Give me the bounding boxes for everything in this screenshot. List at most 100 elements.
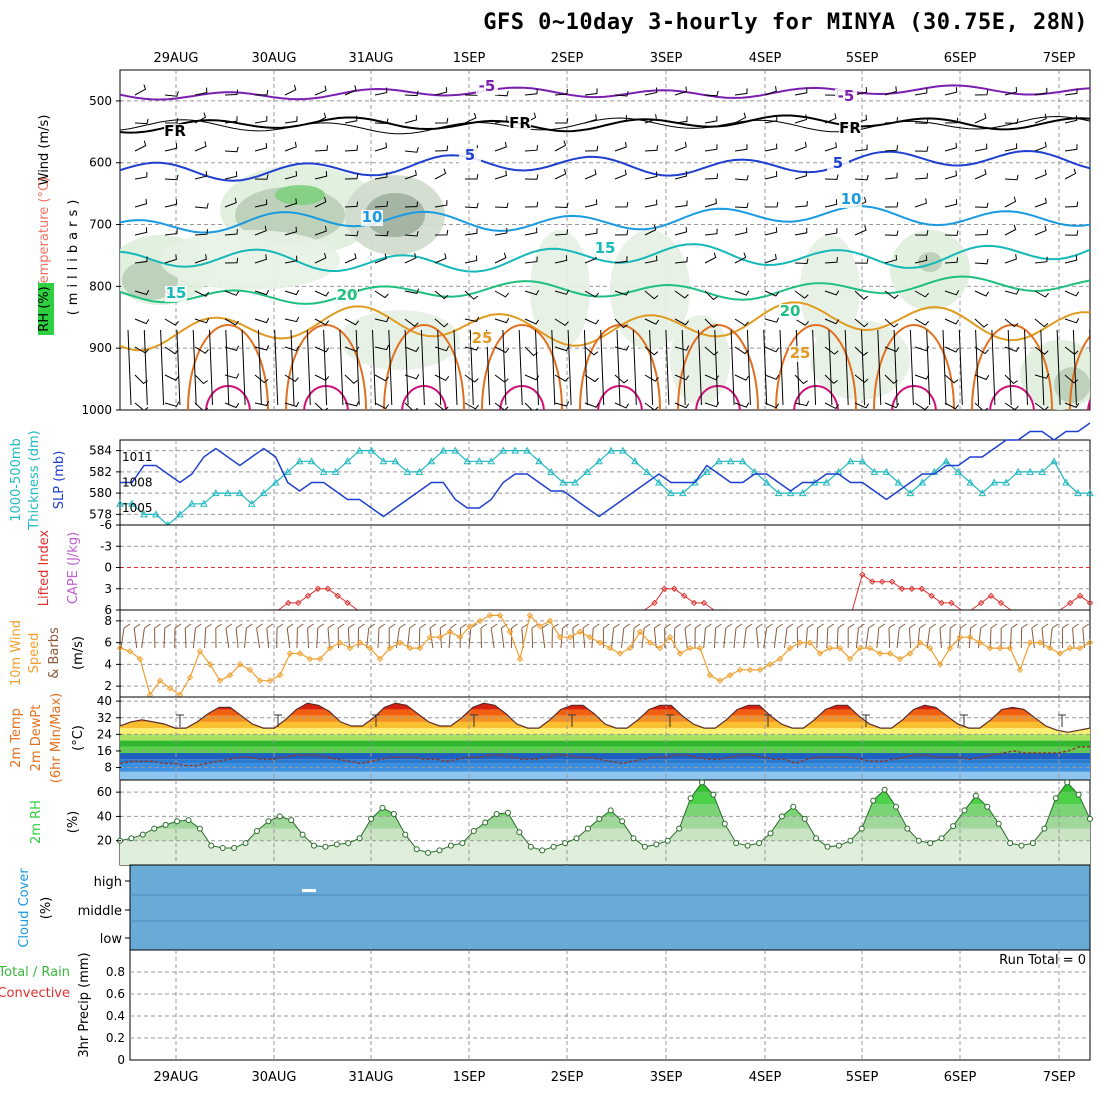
upper-barb bbox=[374, 118, 389, 124]
surface-barb bbox=[681, 329, 686, 406]
upper-barb bbox=[824, 374, 838, 384]
upper-barb bbox=[794, 141, 807, 152]
wind10m-barb bbox=[439, 623, 447, 649]
upper-barb bbox=[614, 345, 630, 351]
upper-barb bbox=[614, 318, 628, 329]
upper-barb bbox=[1064, 144, 1078, 152]
upper-barb bbox=[434, 402, 449, 410]
rh-line bbox=[117, 779, 1093, 856]
rh-marker bbox=[527, 843, 534, 850]
wind-marker bbox=[866, 644, 874, 652]
date-label-top: 30AUG bbox=[251, 51, 296, 66]
wind10m-barb bbox=[836, 623, 845, 649]
upper-barb bbox=[764, 317, 780, 323]
wind-marker bbox=[876, 650, 884, 657]
wind-marker bbox=[226, 672, 234, 679]
rh-marker bbox=[516, 829, 523, 836]
upper-barb bbox=[914, 346, 930, 352]
upper-barb bbox=[404, 318, 419, 327]
upper-barb bbox=[224, 345, 240, 351]
tick-label: 32 bbox=[97, 711, 112, 725]
upper-barb bbox=[134, 402, 149, 410]
upper-barb bbox=[1034, 169, 1047, 180]
wind10m-barb bbox=[664, 623, 671, 649]
wind-marker bbox=[396, 639, 404, 646]
thickness-marker bbox=[439, 446, 448, 454]
surface-barb bbox=[632, 329, 637, 406]
upper-barb bbox=[1004, 118, 1019, 124]
upper-barb bbox=[134, 227, 148, 236]
minmax-whisker bbox=[862, 714, 870, 727]
upper-barb bbox=[194, 112, 207, 124]
li-marker bbox=[938, 599, 945, 607]
wind10m-barb bbox=[888, 623, 896, 649]
upper-barb bbox=[614, 229, 629, 236]
rh-marker bbox=[641, 843, 648, 850]
upper-barb bbox=[1034, 225, 1047, 236]
wind10m-barb bbox=[1010, 623, 1018, 649]
label-lifted-index: Lifted Index bbox=[37, 529, 52, 606]
thickness-marker bbox=[511, 446, 520, 454]
surface-barb bbox=[1024, 329, 1028, 406]
thickness-marker bbox=[798, 489, 807, 497]
upper-barb bbox=[764, 201, 779, 208]
upper-barb bbox=[584, 346, 599, 356]
upper-barb bbox=[344, 346, 360, 352]
upper-barb bbox=[914, 255, 928, 264]
wind10m-barb bbox=[572, 623, 580, 649]
wind-marker bbox=[1006, 644, 1014, 652]
upper-barb bbox=[554, 401, 570, 407]
hot-loop bbox=[793, 385, 839, 410]
upper-barb bbox=[824, 199, 838, 208]
wind-marker bbox=[306, 655, 314, 663]
contour-label: -5 bbox=[838, 87, 855, 105]
label-slp: SLP (mb) bbox=[52, 451, 67, 510]
label-cape: CAPE (J/kg) bbox=[66, 532, 81, 604]
wind-marker bbox=[566, 633, 574, 641]
upper-barb bbox=[494, 170, 508, 180]
thickness-marker bbox=[774, 489, 783, 497]
upper-barb bbox=[224, 373, 240, 379]
rh-marker bbox=[345, 840, 352, 847]
upper-barb bbox=[1064, 230, 1079, 236]
upper-barb bbox=[194, 374, 208, 385]
upper-barb bbox=[164, 318, 179, 326]
upper-barb bbox=[944, 346, 960, 353]
li-marker bbox=[661, 585, 668, 592]
rh-marker bbox=[858, 825, 865, 832]
upper-barb bbox=[884, 86, 897, 96]
rh-marker bbox=[801, 815, 808, 822]
thickness-marker bbox=[619, 446, 627, 454]
upper-barb bbox=[734, 202, 749, 209]
upper-barb bbox=[1004, 196, 1017, 208]
surface-barb bbox=[730, 329, 735, 406]
contour-label-bg bbox=[164, 124, 186, 140]
upper-barb bbox=[374, 316, 390, 323]
wind10m-barb bbox=[163, 623, 172, 649]
wind10m-barb bbox=[286, 623, 294, 649]
wind-marker bbox=[606, 644, 614, 652]
slp-thickness-panel: 584 582 580 578 1011 1008 1005 bbox=[89, 422, 1094, 528]
upper-barb bbox=[1004, 318, 1019, 328]
upper-barb bbox=[854, 144, 868, 152]
contour-label: 5 bbox=[465, 146, 475, 164]
wind-marker bbox=[126, 648, 134, 655]
rh-marker bbox=[756, 840, 763, 847]
hot-loop bbox=[891, 385, 937, 410]
rh-marker bbox=[128, 835, 135, 842]
upper-barb bbox=[854, 346, 868, 356]
date-label-top: 2SEP bbox=[551, 51, 584, 66]
rh-marker bbox=[322, 843, 329, 850]
wind10m-barb bbox=[611, 623, 620, 649]
upper-barb bbox=[824, 290, 840, 296]
wind-marker bbox=[1016, 666, 1024, 674]
upper-barb bbox=[374, 87, 388, 96]
date-axis-top: 29AUG 30AUG 31AUG 1SEP 2SEP 3SEP 4SEP 5SEP 6SEP 7… bbox=[153, 51, 1075, 66]
upper-barb bbox=[344, 253, 357, 264]
temp-grid bbox=[120, 697, 1090, 780]
rh-marker bbox=[790, 803, 797, 810]
temp-band bbox=[120, 734, 1090, 741]
minmax-whisker bbox=[960, 714, 968, 727]
wind10m-barb bbox=[327, 623, 335, 649]
li-marker bbox=[1066, 599, 1074, 607]
